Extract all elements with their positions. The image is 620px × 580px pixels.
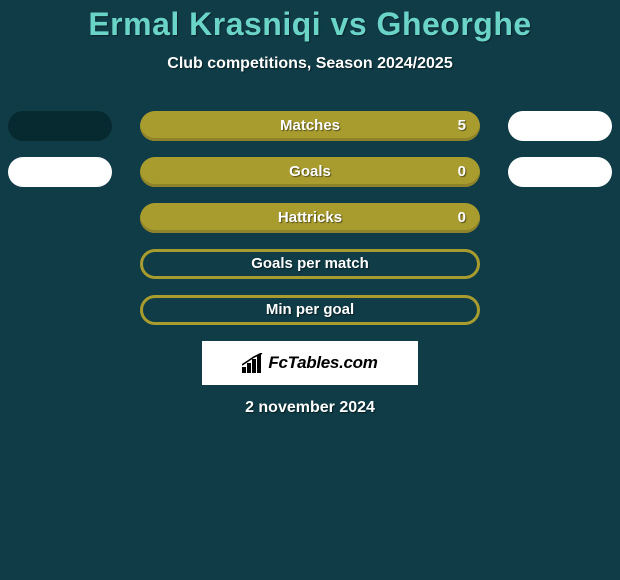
stat-row: Hattricks0 [0, 203, 620, 233]
stat-value: 0 [458, 203, 466, 233]
stat-label: Matches [140, 111, 480, 141]
left-pill [8, 111, 112, 141]
stat-row: Min per goal [0, 295, 620, 325]
right-pill [508, 111, 612, 141]
stat-row: Goals per match [0, 249, 620, 279]
comparison-chart: Matches5Goals0Hattricks0Goals per matchM… [0, 111, 620, 325]
stat-value: 5 [458, 111, 466, 141]
stat-label: Goals [140, 157, 480, 187]
stat-value: 0 [458, 157, 466, 187]
watermark-text: FcTables.com [268, 353, 377, 373]
left-pill [8, 157, 112, 187]
chart-icon [242, 353, 264, 373]
stat-label: Goals per match [140, 249, 480, 279]
stat-row: Matches5 [0, 111, 620, 141]
subtitle: Club competitions, Season 2024/2025 [0, 55, 620, 73]
stat-row: Goals0 [0, 157, 620, 187]
right-pill [508, 157, 612, 187]
page-title: Ermal Krasniqi vs Gheorghe [0, 0, 620, 43]
stat-label: Min per goal [140, 295, 480, 325]
date-caption: 2 november 2024 [0, 399, 620, 417]
watermark: FcTables.com [202, 341, 418, 385]
stat-label: Hattricks [140, 203, 480, 233]
